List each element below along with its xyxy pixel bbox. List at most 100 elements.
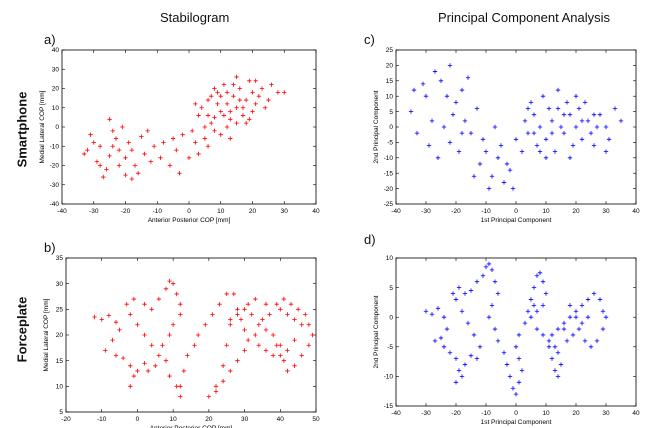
x-tick-label-a: 10: [217, 208, 225, 215]
data-point-c: [522, 118, 528, 124]
data-point-a: [148, 159, 154, 164]
data-point-d: [456, 285, 462, 290]
data-point-d: [513, 344, 519, 349]
y-tick-label-a: 40: [52, 47, 60, 54]
data-point-c: [570, 143, 576, 148]
data-point-b: [242, 327, 247, 333]
data-point-b: [142, 332, 147, 338]
y-tick-label-d: 10: [386, 255, 394, 262]
data-point-b: [170, 281, 176, 286]
x-tick-label-c: 10: [542, 208, 550, 215]
data-point-c: [504, 161, 510, 167]
data-point-c: [549, 130, 555, 136]
x-tick-label-a: 20: [249, 208, 257, 215]
data-point-d: [567, 303, 573, 308]
x-tick-label-a: -20: [121, 208, 131, 215]
data-point-b: [210, 312, 215, 317]
data-point-a: [209, 94, 214, 99]
data-point-d: [522, 320, 528, 326]
y-tick-label-a: 0: [55, 124, 59, 131]
plot-frame-a: [61, 49, 317, 205]
data-point-c: [603, 124, 609, 130]
data-point-a: [237, 86, 242, 91]
data-point-a: [247, 117, 252, 122]
data-point-a: [221, 82, 227, 87]
column-title-pca: Principal Component Analysis: [438, 10, 610, 25]
panel-b: -20 -10 0 10 20 30 40 50 5 10 15 20 25 30 35 Anterior P…: [43, 255, 320, 428]
data-point-d: [483, 264, 489, 270]
data-point-d: [528, 297, 534, 302]
data-point-b: [281, 296, 287, 302]
data-point-c: [450, 112, 456, 117]
data-point-b: [192, 343, 197, 348]
data-point-b: [160, 343, 165, 348]
data-point-d: [474, 356, 480, 361]
data-point-a: [218, 132, 223, 137]
data-point-d: [585, 297, 591, 302]
data-point-c: [456, 149, 462, 154]
data-point-a: [142, 151, 147, 157]
data-point-b: [260, 317, 265, 322]
data-point-d: [492, 279, 498, 284]
data-point-c: [579, 118, 585, 124]
data-point-c: [591, 112, 597, 117]
data-point-b: [267, 312, 272, 317]
plot-frame-c: [395, 49, 637, 205]
data-point-c: [438, 78, 444, 83]
x-axis-label-d: 1st Principal Component: [481, 419, 552, 426]
data-point-c: [588, 130, 594, 136]
data-point-d: [573, 309, 579, 314]
data-point-d: [576, 326, 582, 332]
data-point-a: [193, 101, 198, 107]
y-tick-label-d: 0: [389, 314, 393, 321]
data-point-a: [139, 134, 144, 139]
x-tick-label-c: -10: [481, 208, 491, 215]
data-point-b: [178, 302, 183, 307]
data-point-d: [435, 306, 441, 311]
data-point-a: [202, 124, 208, 130]
x-tick-label-d: 20: [572, 410, 580, 417]
data-point-b: [242, 307, 247, 312]
data-point-a: [88, 132, 93, 137]
data-point-a: [193, 140, 198, 145]
data-point-c: [474, 106, 480, 111]
data-point-c: [525, 106, 531, 111]
x-tick-label-a: -10: [153, 208, 163, 215]
x-tick-label-d: -30: [421, 410, 431, 417]
data-point-d: [489, 267, 495, 273]
data-point-b: [310, 332, 315, 338]
data-point-c: [501, 180, 507, 185]
y-tick-label-a: -40: [50, 201, 60, 208]
data-point-d: [453, 356, 459, 361]
data-point-c: [507, 167, 513, 173]
data-point-c: [525, 130, 531, 136]
y-axis-label-c: 2nd Principal Component: [373, 90, 380, 163]
y-tick-label-d: -10: [384, 374, 394, 381]
data-point-b: [131, 373, 137, 379]
panel-label-b: b): [44, 240, 56, 255]
data-point-c: [585, 118, 591, 124]
x-tick-label-d: 10: [542, 410, 550, 417]
data-point-c: [567, 112, 573, 117]
data-point-a: [256, 94, 262, 99]
data-point-b: [120, 355, 126, 361]
data-point-a: [186, 155, 192, 160]
data-point-b: [224, 291, 229, 297]
data-point-a: [161, 140, 166, 145]
data-point-b: [281, 358, 287, 363]
data-point-b: [278, 343, 283, 348]
data-point-a: [110, 128, 115, 134]
panel-a: -40 -30 -20 -10 0 10 20 30 40 -40 -30 -20 -10 0 10 20 30…: [39, 47, 320, 224]
x-tick-label-a: 0: [187, 208, 191, 215]
data-point-a: [243, 120, 249, 126]
data-point-d: [543, 291, 549, 296]
data-point-c: [567, 155, 573, 160]
data-point-d: [459, 374, 465, 379]
data-point-d: [579, 320, 585, 326]
x-tick-label-b: 0: [136, 416, 140, 423]
data-point-d: [570, 332, 576, 338]
y-tick-label-a: -10: [50, 143, 60, 150]
data-point-a: [116, 147, 122, 153]
data-point-a: [116, 163, 122, 168]
data-point-c: [579, 137, 585, 142]
